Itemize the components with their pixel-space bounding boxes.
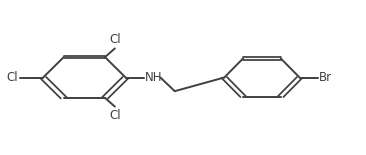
- Text: Br: Br: [319, 71, 332, 84]
- Text: Cl: Cl: [110, 109, 122, 122]
- Text: Cl: Cl: [110, 33, 122, 46]
- Text: Cl: Cl: [7, 71, 18, 84]
- Text: NH: NH: [145, 71, 163, 84]
